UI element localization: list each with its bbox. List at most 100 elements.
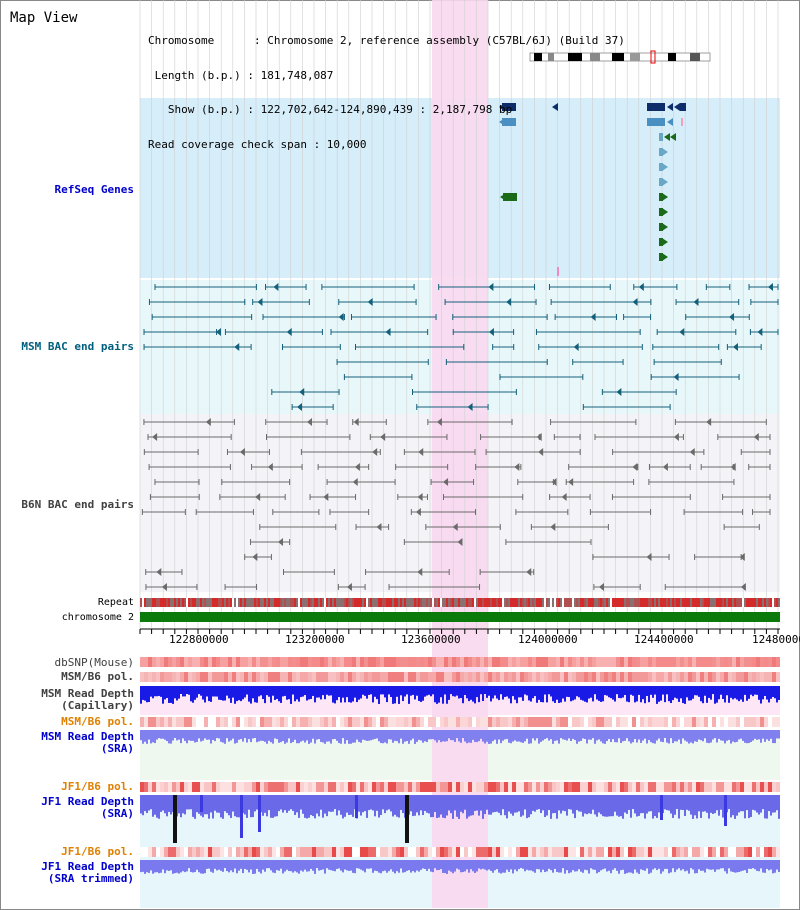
heat-cell: [172, 672, 176, 682]
depth-bar: [204, 730, 206, 739]
depth-bar: [202, 686, 204, 700]
repeat-block: [168, 598, 170, 607]
repeat-block: [448, 598, 450, 607]
heat-cell: [492, 672, 496, 682]
heat-cell: [340, 717, 344, 727]
depth-bar: [274, 686, 276, 700]
ideogram-band: [690, 53, 700, 61]
depth-bar: [300, 795, 302, 810]
depth-bar: [584, 686, 586, 702]
heat-cell: [776, 782, 780, 792]
depth-bar: [584, 860, 586, 870]
heat-cell: [604, 672, 608, 682]
depth-bar: [694, 795, 696, 816]
heat-cell: [364, 672, 368, 682]
depth-bar: [158, 860, 160, 874]
depth-bar: [644, 860, 646, 871]
depth-bar: [740, 686, 742, 700]
heat-cell: [760, 672, 764, 682]
depth-bar: [518, 686, 520, 698]
depth-bar: [758, 860, 760, 872]
depth-bar: [774, 730, 776, 744]
depth-bar: [374, 795, 376, 817]
depth-bar: [596, 730, 598, 741]
repeat-block: [226, 598, 228, 607]
depth-bar: [262, 795, 264, 816]
heat-cell: [724, 657, 728, 667]
heat-cell: [200, 717, 204, 727]
repeat-block: [146, 598, 148, 607]
depth-bar: [714, 730, 716, 739]
b6n-bac-pair: [307, 418, 313, 426]
heat-cell: [472, 847, 476, 857]
heat-cell: [440, 782, 444, 792]
gene-arrow: [667, 118, 673, 126]
heat-cell: [612, 672, 616, 682]
depth-bar: [744, 795, 746, 819]
track-label-refseq-genes[interactable]: RefSeq Genes: [54, 183, 134, 196]
heat-cell: [684, 782, 688, 792]
repeat-block: [344, 598, 346, 607]
depth-bar: [756, 860, 758, 871]
repeat-block: [514, 598, 516, 607]
depth-bar: [496, 795, 498, 812]
repeat-block: [418, 598, 420, 607]
depth-bar: [694, 860, 696, 874]
depth-bar: [718, 795, 720, 816]
track-label-b6n-bac[interactable]: B6N BAC end pairs: [21, 498, 134, 511]
heat-cell: [140, 717, 144, 727]
depth-bar: [570, 686, 572, 702]
depth-bar: [622, 860, 624, 870]
depth-bar: [700, 795, 702, 818]
depth-bar: [268, 686, 270, 697]
heat-cell: [716, 847, 720, 857]
depth-bar: [256, 860, 258, 869]
heat-cell: [480, 672, 484, 682]
depth-bar: [674, 860, 676, 873]
heat-cell: [472, 672, 476, 682]
heat-cell: [728, 657, 732, 667]
depth-bar: [452, 860, 454, 874]
repeat-block: [670, 598, 672, 607]
depth-bar: [642, 795, 644, 814]
heat-cell: [256, 672, 260, 682]
heat-cell: [516, 672, 520, 682]
heat-cell: [176, 847, 180, 857]
depth-bar: [282, 860, 284, 874]
repeat-block: [214, 598, 216, 607]
heat-cell: [648, 782, 652, 792]
depth-bar: [170, 730, 172, 744]
depth-bar: [316, 795, 318, 814]
depth-bar: [716, 686, 718, 703]
depth-bar: [436, 730, 438, 743]
depth-bar: [572, 730, 574, 739]
repeat-block: [406, 598, 408, 607]
depth-bar: [412, 686, 414, 695]
depth-bar: [602, 795, 604, 817]
depth-bar: [410, 686, 412, 696]
depth-bar: [424, 686, 426, 697]
heat-cell: [560, 717, 564, 727]
heat-cell: [348, 847, 352, 857]
depth-bar: [152, 730, 154, 743]
repeat-block: [442, 598, 444, 607]
heat-cell: [436, 657, 440, 667]
depth-bar: [756, 730, 758, 740]
depth-bar: [234, 730, 236, 744]
depth-bar: [398, 686, 400, 704]
heat-cell: [412, 782, 416, 792]
heat-cell: [736, 782, 740, 792]
depth-bar: [552, 860, 554, 873]
depth-bar: [672, 730, 674, 744]
heat-cell: [276, 657, 280, 667]
track-label-msm-bac[interactable]: MSM BAC end pairs: [21, 340, 134, 353]
depth-bar: [304, 686, 306, 696]
repeat-block: [502, 598, 504, 607]
depth-bar: [750, 686, 752, 695]
depth-bar: [308, 795, 310, 818]
repeat-block: [576, 598, 578, 607]
depth-bar: [234, 686, 236, 704]
repeat-block: [466, 598, 468, 607]
repeat-block: [582, 598, 584, 607]
